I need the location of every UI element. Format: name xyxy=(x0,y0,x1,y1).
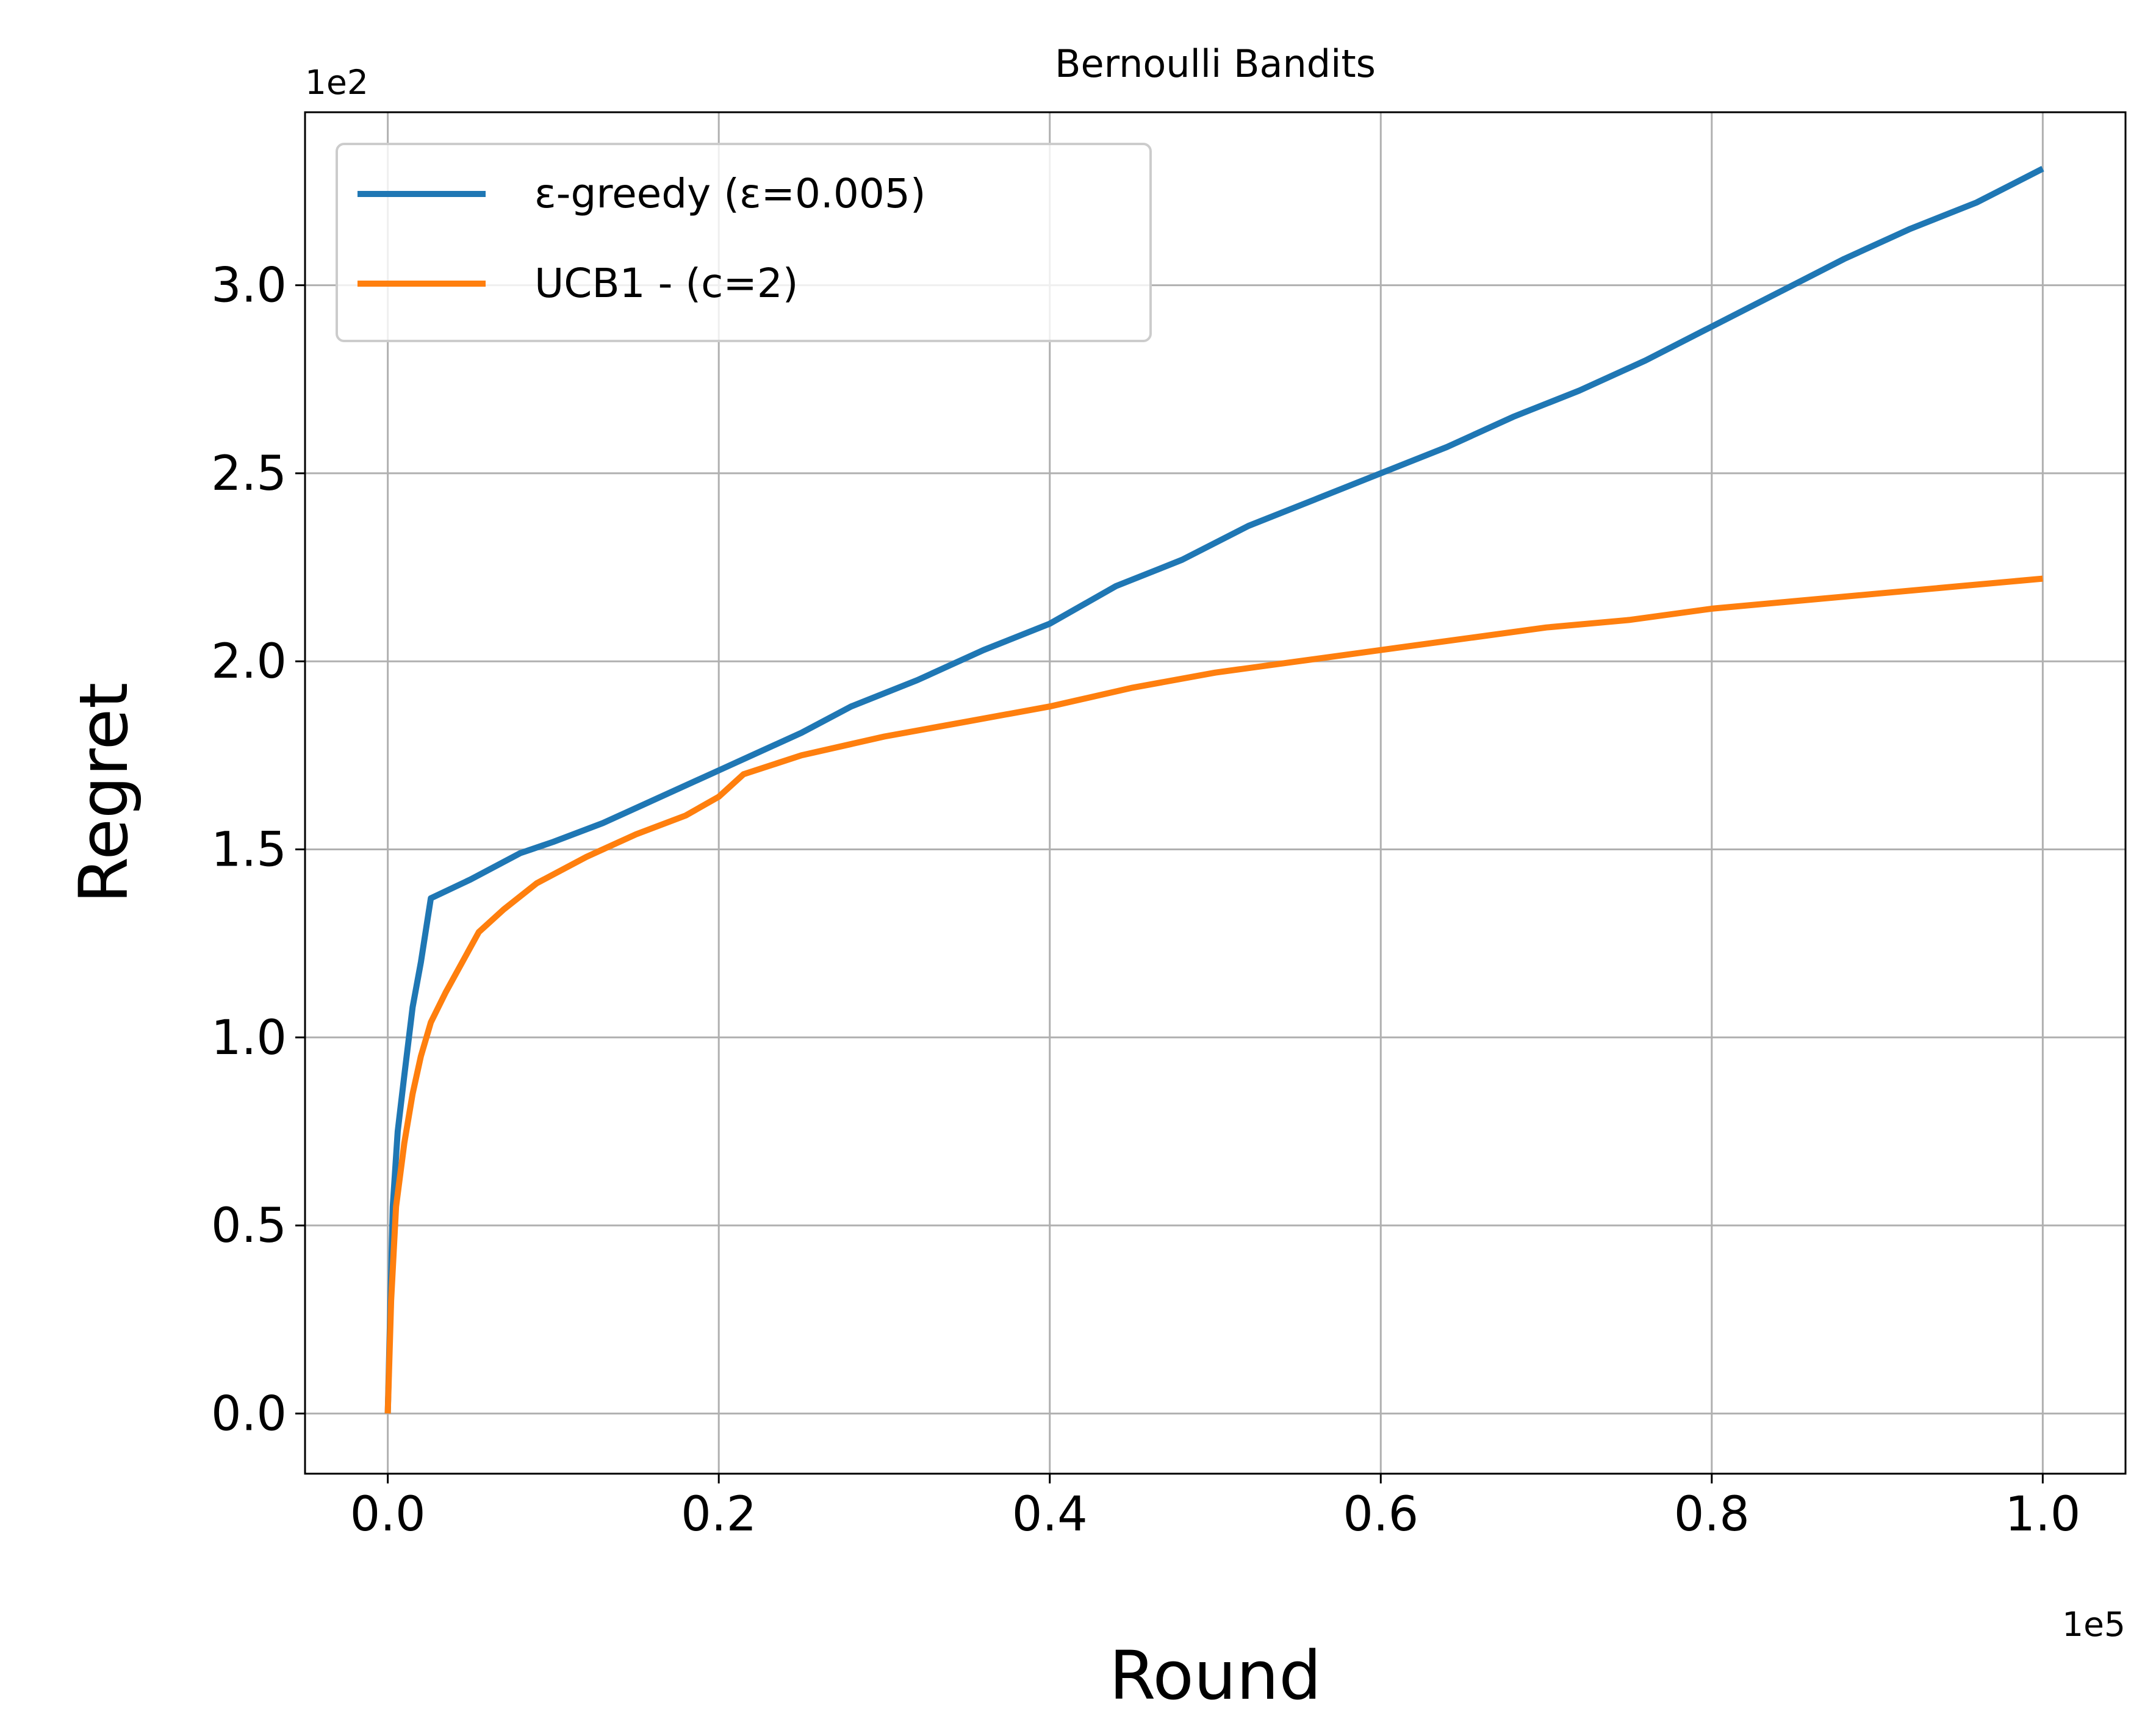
chart-title: Bernoulli Bandits xyxy=(1055,41,1376,86)
x-axis-label: Round xyxy=(1109,1637,1321,1715)
y-offset-label: 1e2 xyxy=(305,63,368,102)
legend-label-epsilon-greedy: ε-greedy (ε=0.005) xyxy=(534,170,926,217)
y-axis-ticks: 0.0 0.5 1.0 1.5 2.0 2.5 3.0 xyxy=(211,259,305,1441)
x-tick-label: 1.0 xyxy=(2005,1487,2080,1542)
x-axis-ticks: 0.0 0.2 0.4 0.6 0.8 1.0 xyxy=(350,1474,2080,1542)
plot-frame xyxy=(304,111,2127,1475)
y-axis-label: Regret xyxy=(65,683,143,904)
x-tick-label: 0.8 xyxy=(1674,1487,1750,1542)
legend-label-ucb1: UCB1 - (c=2) xyxy=(534,260,799,307)
y-tick-label: 2.5 xyxy=(211,446,287,501)
y-tick-label: 1.5 xyxy=(211,822,287,877)
y-tick-label: 1.0 xyxy=(211,1011,287,1066)
legend-box xyxy=(336,143,1152,342)
y-tick-label: 0.5 xyxy=(211,1199,287,1253)
x-tick-label: 0.4 xyxy=(1012,1487,1088,1542)
series-lines xyxy=(384,166,2044,1414)
legend: ε-greedy (ε=0.005) UCB1 - (c=2) xyxy=(336,143,1152,342)
series-line-ucb1 xyxy=(384,575,2043,1414)
x-tick-label: 0.6 xyxy=(1343,1487,1418,1542)
x-offset-label: 1e5 xyxy=(2062,1605,2125,1644)
y-tick-label: 0.0 xyxy=(211,1386,287,1441)
x-tick-label: 0.2 xyxy=(681,1487,756,1542)
y-tick-label: 2.0 xyxy=(211,634,287,689)
series-line-epsilon-greedy xyxy=(384,166,2044,1414)
x-tick-label: 0.0 xyxy=(350,1487,426,1542)
y-tick-label: 3.0 xyxy=(211,259,287,314)
